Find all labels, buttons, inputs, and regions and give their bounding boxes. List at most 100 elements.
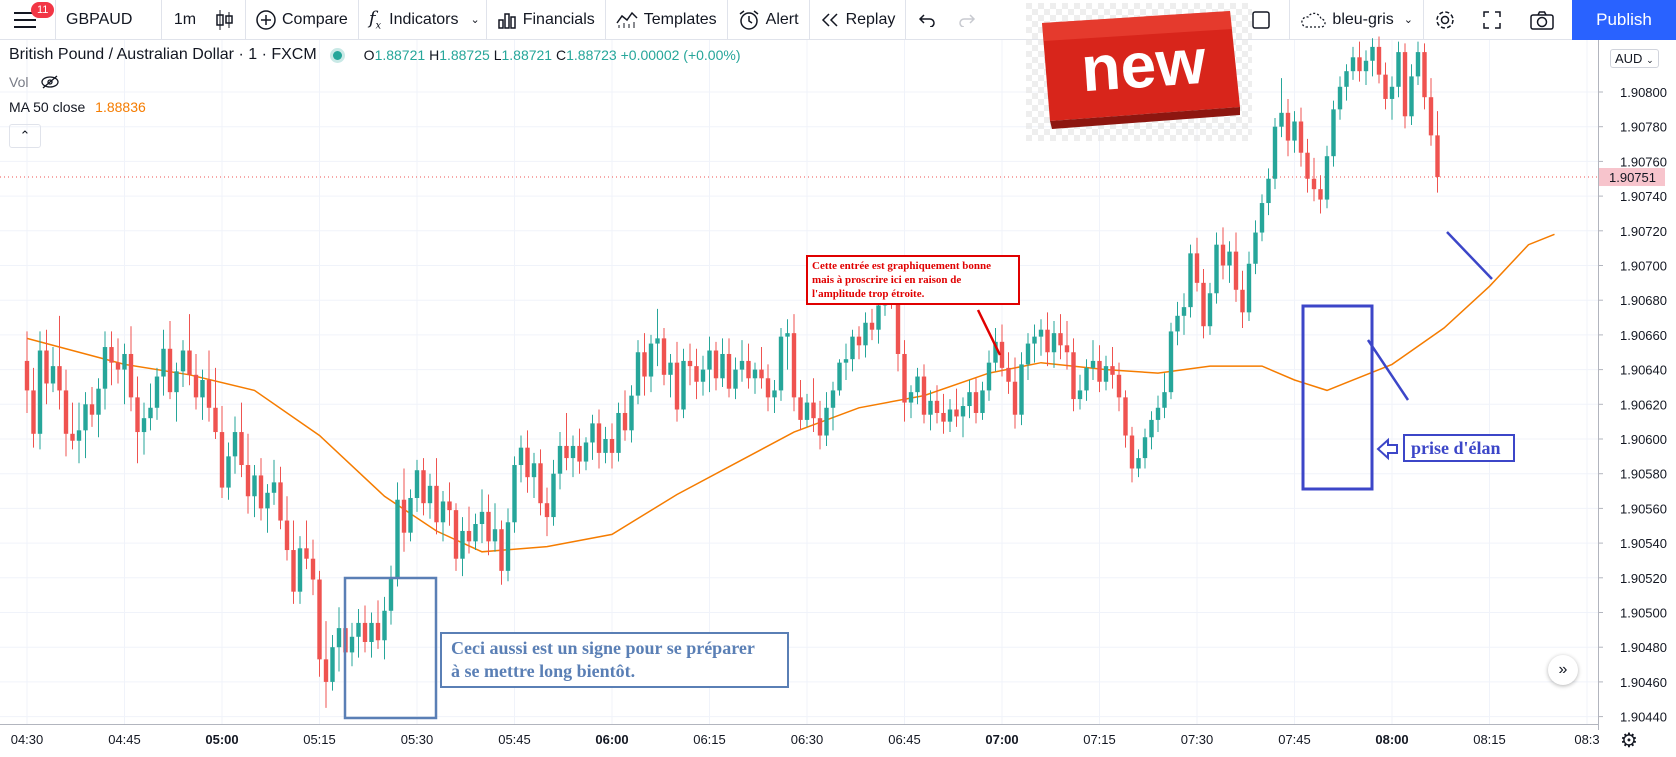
undo-button[interactable] [906, 0, 950, 40]
ma-legend[interactable]: MA 50 close 1.88836 [9, 99, 146, 115]
candle [947, 399, 953, 433]
low-value: 1.88721 [501, 47, 553, 63]
candle [1090, 340, 1096, 381]
candle [850, 329, 855, 372]
candle [798, 380, 803, 431]
candle [1142, 428, 1148, 469]
vol-legend[interactable]: Vol [9, 74, 60, 90]
candle [1149, 411, 1154, 450]
currency-select[interactable]: AUD ⌄ [1610, 49, 1659, 68]
candle [193, 353, 199, 410]
candle [1006, 352, 1011, 394]
fx-icon: fx [368, 7, 382, 32]
candle [83, 392, 88, 459]
templates-icon [616, 11, 638, 28]
replay-label: Replay [845, 10, 896, 28]
ma50-line [26, 233, 1555, 553]
candle [1292, 111, 1297, 153]
chevron-down-icon: ⌄ [1646, 55, 1654, 65]
eye-crossed-icon[interactable] [40, 75, 60, 89]
redo-button[interactable] [950, 0, 990, 40]
candle [525, 430, 530, 493]
new-ribbon-badge: new [1026, 3, 1252, 141]
candle [759, 347, 764, 389]
main-menu-button[interactable]: 11 [0, 0, 56, 40]
candle [772, 380, 777, 413]
collapse-legend-button[interactable]: ⌃ [9, 124, 41, 148]
candle [115, 338, 121, 384]
candle [804, 393, 810, 427]
snapshot-button[interactable] [1518, 0, 1572, 40]
candle [492, 503, 498, 552]
candle [1116, 362, 1122, 412]
fullscreen-button[interactable] [1472, 0, 1518, 40]
candle [1272, 118, 1278, 190]
ma-line [26, 233, 1555, 553]
notification-badge: 11 [31, 1, 55, 18]
symbol-search-button[interactable]: GBPAUD [56, 0, 162, 40]
candle [1370, 38, 1375, 77]
candle [141, 402, 147, 455]
chevron-up-icon: ⌃ [19, 128, 31, 143]
candle [154, 367, 160, 420]
replay-button[interactable]: Replay [810, 0, 907, 40]
compare-button[interactable]: Compare [246, 0, 359, 40]
candle [635, 340, 641, 405]
candle [401, 468, 407, 552]
time-axis[interactable] [0, 724, 1598, 757]
candle [1376, 36, 1382, 84]
candle [1227, 241, 1232, 283]
candle [993, 327, 998, 372]
candle [1077, 374, 1083, 410]
candle [1025, 333, 1031, 381]
grid [0, 40, 1598, 724]
interval-button[interactable]: 1m [162, 0, 208, 40]
square-icon [1252, 10, 1270, 29]
gear-icon[interactable]: ⚙ [1620, 730, 1638, 752]
candle [271, 459, 277, 505]
settings-button[interactable] [1424, 0, 1472, 40]
candle [1331, 100, 1336, 167]
candle [128, 326, 134, 412]
indicators-label: Indicators [389, 10, 459, 28]
candle [648, 334, 654, 393]
redo-icon [959, 13, 976, 27]
candle [1194, 237, 1200, 292]
candle [1422, 43, 1427, 110]
candle [603, 426, 608, 464]
candle [180, 340, 186, 387]
symbol-label: GBPAUD [66, 10, 133, 28]
chevron-down-icon: ⌄ [470, 14, 480, 26]
financials-button[interactable]: Financials [487, 0, 606, 40]
scroll-to-realtime-button[interactable]: » [1548, 655, 1578, 685]
candle [96, 378, 101, 438]
layout-select-button[interactable] [1238, 0, 1291, 40]
candle [473, 513, 478, 551]
candle [1155, 395, 1161, 433]
candle [999, 324, 1005, 377]
chart-style-button[interactable] [208, 0, 246, 40]
candle [739, 340, 745, 382]
candle [908, 385, 914, 419]
candle [1435, 111, 1440, 193]
left-arrow-icon [1376, 437, 1398, 461]
price-axis[interactable] [1598, 40, 1676, 730]
drawings [343, 231, 1493, 720]
candle [843, 343, 849, 381]
candle [928, 390, 933, 431]
symbol-title[interactable]: British Pound / Australian Dollar · 1 · … [9, 46, 317, 63]
templates-button[interactable]: Templates [606, 0, 728, 40]
publish-button[interactable]: Publish [1572, 0, 1676, 40]
candles [24, 36, 1440, 708]
close-label: C [555, 47, 567, 63]
candle [1071, 338, 1076, 412]
layout-name-button[interactable]: bleu-gris ⌄ [1290, 0, 1424, 40]
candle [1396, 41, 1401, 98]
indicators-button[interactable]: fx Indicators ⌄ [359, 0, 487, 40]
candle [1357, 41, 1362, 82]
alert-button[interactable]: Alert [728, 0, 810, 40]
double-chevron-right-icon: » [1558, 661, 1568, 678]
candle [934, 385, 940, 424]
candle [1305, 138, 1310, 193]
